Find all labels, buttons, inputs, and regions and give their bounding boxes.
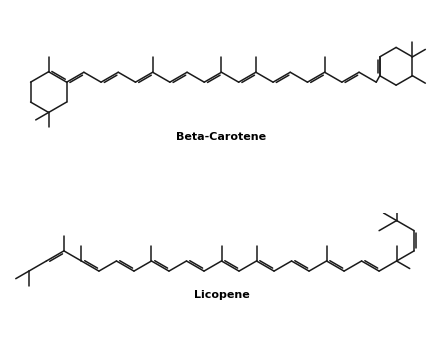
Text: Beta-Carotene: Beta-Carotene [176,132,267,142]
Text: Licopene: Licopene [194,290,249,300]
